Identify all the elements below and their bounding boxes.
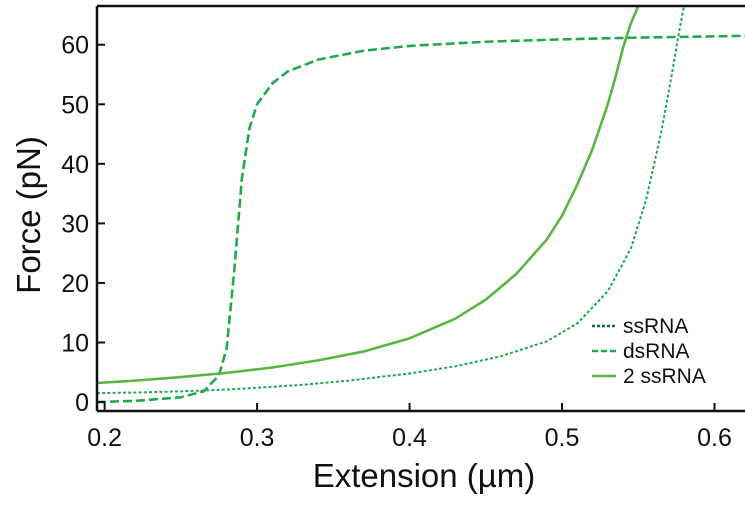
series-line-2-ssrna	[97, 6, 640, 385]
legend-label: dsRNA	[623, 340, 690, 363]
y-axis-title: Force (pN)	[10, 136, 47, 294]
x-tick-label: 0.4	[392, 424, 427, 452]
y-tick-label: 60	[61, 32, 89, 60]
y-tick-label: 0	[75, 389, 89, 417]
x-tick-label: 0.3	[240, 424, 275, 452]
y-tick-label: 20	[61, 270, 89, 298]
y-tick-label: 10	[61, 330, 89, 358]
legend-label: 2 ssRNA	[623, 365, 706, 388]
y-tick-label: 30	[61, 210, 89, 238]
legend-label: ssRNA	[623, 315, 688, 338]
x-tick-label: 0.5	[545, 424, 580, 452]
y-tick-label: 40	[61, 151, 89, 179]
tick-labels: 0.2 0.3 0.4 0.5 0.6 0 10 20 30 40 50 60	[61, 32, 732, 452]
x-tick-label: 0.2	[87, 424, 122, 452]
x-tick-label: 0.6	[697, 424, 732, 452]
series-layer	[97, 6, 745, 404]
x-axis-title: Extension (µm)	[313, 457, 536, 494]
series-line-dsrna	[97, 34, 745, 404]
y-tick-label: 50	[61, 91, 89, 119]
tick-marks	[97, 43, 716, 411]
series-line-ssrna	[97, 6, 685, 395]
